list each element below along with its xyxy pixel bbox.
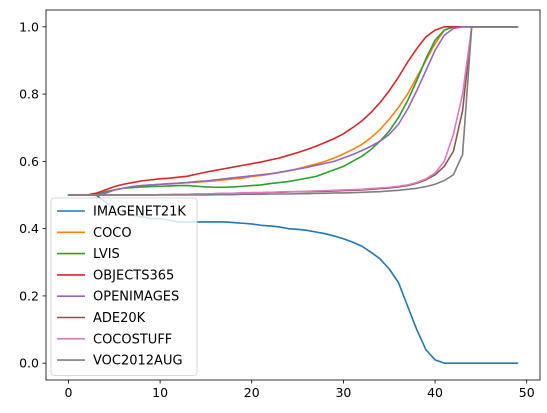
legend-label: IMAGENET21K (93, 205, 186, 220)
x-tick-label: 50 (519, 385, 535, 400)
y-tick-label: 1.0 (19, 19, 39, 34)
legend: IMAGENET21K COCO LVIS OBJECTS365 OPENIMAGES A… (50, 197, 198, 376)
x-tick-label: 10 (152, 385, 168, 400)
x-tick-label: 20 (244, 385, 260, 400)
y-tick-label: 0.2 (19, 288, 39, 303)
series-line-objects365 (67, 26, 519, 196)
legend-label: OPENIMAGES (93, 290, 179, 305)
plot-lines (67, 26, 519, 364)
legend-label: VOC2012AUG (93, 354, 183, 369)
legend-label: COCO (93, 226, 132, 241)
x-tick-label: 0 (64, 385, 72, 400)
series-line-voc2012aug (67, 26, 519, 196)
axes-frame (45, 9, 541, 381)
x-tick-label: 40 (427, 385, 443, 400)
x-tick-label: 30 (335, 385, 351, 400)
series-line-lvis (67, 26, 519, 196)
y-tick-label: 0.4 (19, 221, 39, 236)
series-line-openimages (67, 26, 519, 196)
legend-label: ADE20K (93, 311, 146, 326)
legend-box (50, 197, 198, 376)
y-tick-label: 0.6 (19, 154, 39, 169)
legend-label: LVIS (93, 247, 120, 262)
legend-label: COCOSTUFF (93, 332, 172, 347)
y-tick-label: 0.0 (19, 356, 39, 371)
y-tick-label: 0.8 (19, 87, 39, 102)
legend-label: OBJECTS365 (93, 268, 174, 283)
x-axis: 0 10 20 30 40 50 (64, 380, 535, 400)
y-axis: 0.0 0.2 0.4 0.6 0.8 1.0 (19, 19, 46, 371)
